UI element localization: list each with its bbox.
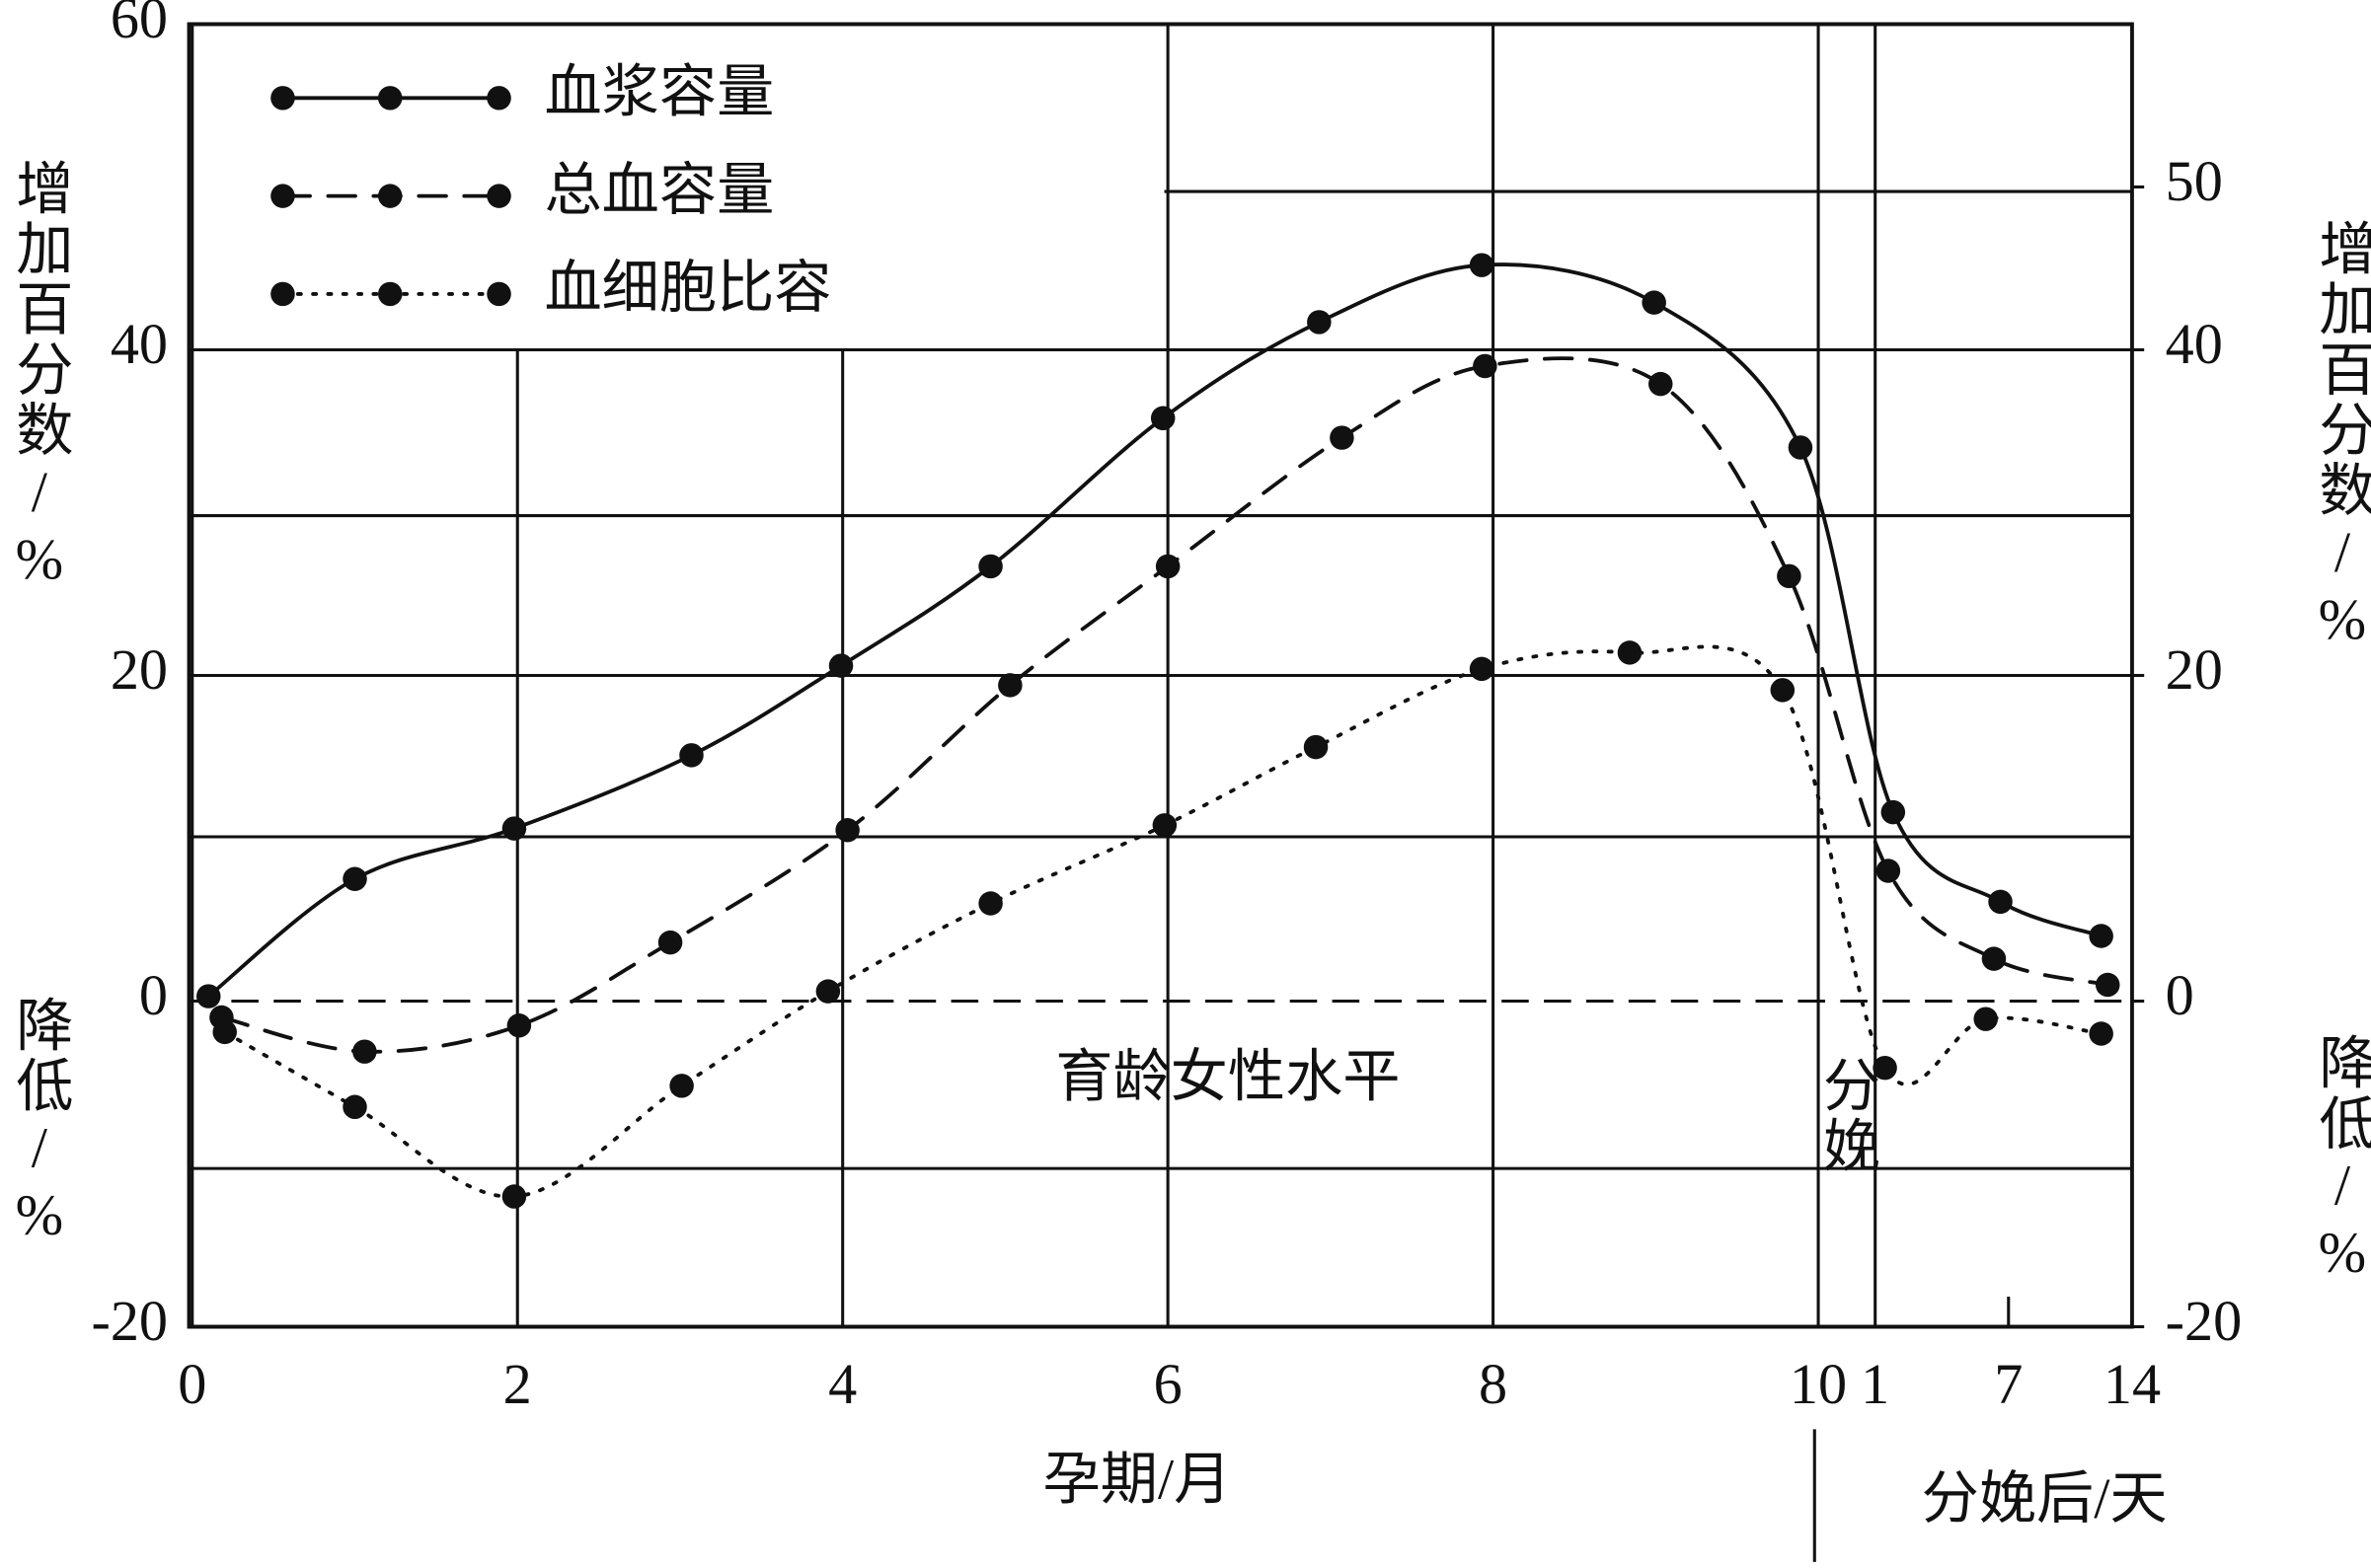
data-point [501,816,527,841]
data-point [1788,435,1813,460]
x-tick-label: 10 [1790,1352,1847,1416]
data-point [1648,371,1673,397]
x-tick-label: 4 [828,1352,857,1416]
y2-tick-label: 40 [2166,312,2223,376]
data-point [2089,1021,2113,1046]
y-axis-label: 增加百分数/% [7,158,72,593]
data-point [828,653,854,678]
x-tick-label: 0 [178,1352,206,1416]
data-point [1473,353,1497,379]
y2-axis-label: 增加百分数/% [2310,219,2371,654]
data-point [669,1074,694,1098]
x-tick-label: 8 [1479,1352,1507,1416]
legend-marker [377,184,403,208]
legend-label: 血细胞比容 [544,256,831,320]
x-axis-label: 孕期/月 [1043,1447,1232,1511]
data-point [1777,563,1801,589]
y2-tick-label: 50 [2166,149,2223,213]
annotation: 分娩 [1814,1056,1879,1176]
series-line [222,644,2103,1199]
y-axis-label-down: 降低/% [7,995,72,1249]
legend-marker [487,281,511,307]
legend-marker [487,184,511,208]
y2-tick-label: 20 [2166,637,2223,702]
data-point [1469,656,1494,682]
data-point [352,1039,377,1064]
y-tick-label: -20 [91,1289,168,1353]
x2-axis-label: 分娩后/天 [1922,1466,2168,1531]
data-point [835,818,860,843]
annotation: 育龄女性水平 [1055,1044,1400,1108]
data-point [1617,640,1643,665]
data-point [2095,972,2120,998]
data-point [195,984,221,1008]
data-point [679,743,704,768]
x-tick-label: 14 [2103,1352,2161,1416]
legend-marker [270,86,295,111]
data-point [998,673,1023,698]
data-point [978,891,1003,916]
x-tick-label: 7 [1994,1352,2023,1416]
data-point [978,554,1003,579]
y-tick-label: 60 [111,0,168,50]
legend-marker [270,281,295,307]
data-point [657,930,683,955]
y-tick-label: 40 [111,312,168,376]
data-point [506,1013,532,1038]
data-point [2089,924,2113,948]
x-tick-label: 2 [503,1352,532,1416]
data-point [1330,425,1354,450]
data-point [1973,1007,1998,1031]
data-point [1155,554,1181,579]
data-point [815,979,841,1004]
data-point [1873,1055,1897,1081]
legend-marker [487,86,511,111]
data-point [501,1184,527,1209]
data-point [1150,406,1176,430]
legend-marker [377,281,403,307]
data-point [1303,734,1329,760]
y-tick-label: 20 [111,637,168,702]
data-point [1875,859,1901,883]
data-point [1152,813,1178,838]
data-point [1307,310,1332,335]
data-point [1981,946,2007,971]
data-point [343,866,367,891]
data-point [1770,678,1796,703]
series-line [206,262,2103,999]
y2-tick-label: -20 [2166,1289,2243,1353]
data-point [343,1094,367,1119]
data-point [1642,290,1666,315]
y2-tick-label: 0 [2166,963,2194,1027]
y2-axis-label-down: 降低/% [2310,1033,2371,1288]
series-line [219,356,2110,1054]
x-tick-label: 6 [1154,1352,1183,1416]
legend-label: 总血容量 [544,158,774,222]
legend-marker [377,86,403,111]
x-tick-label: 1 [1861,1352,1889,1416]
data-point [1880,799,1906,825]
data-point [1469,253,1494,277]
data-point [212,1019,237,1045]
legend-label: 血浆容量 [544,60,774,124]
y-tick-label: 0 [139,963,168,1027]
data-point [1988,889,2013,915]
legend-marker [270,184,295,208]
